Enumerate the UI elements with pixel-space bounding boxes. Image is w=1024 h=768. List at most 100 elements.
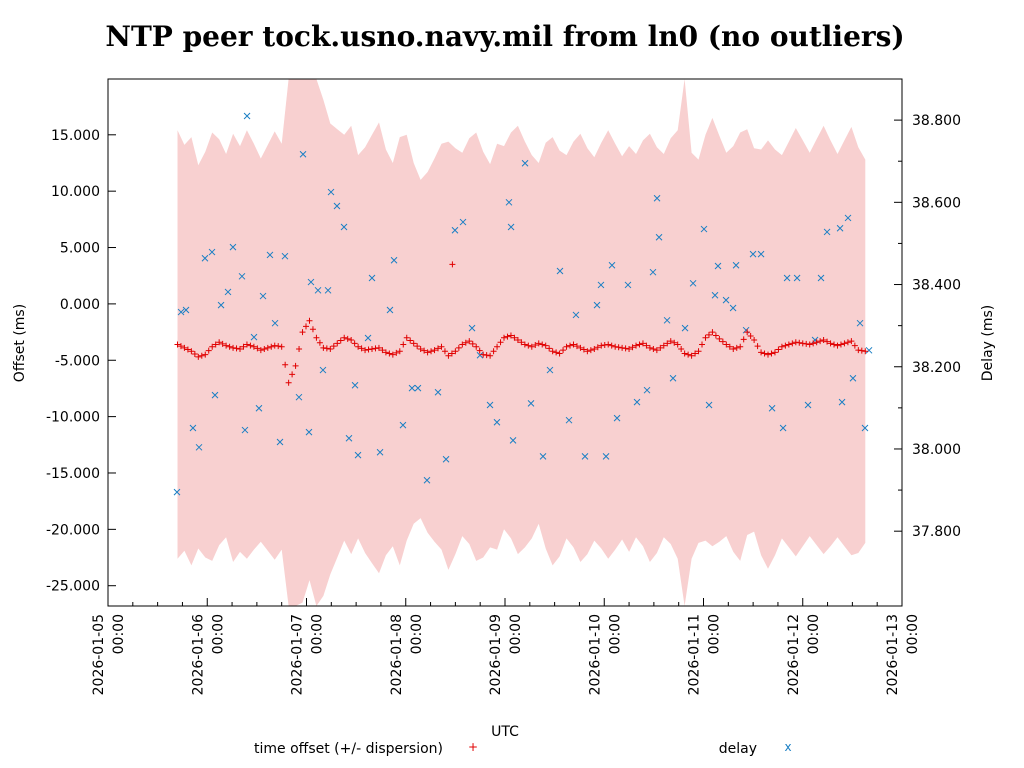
offset-point <box>549 348 556 355</box>
offset-point <box>435 345 442 352</box>
delay-point <box>399 421 407 429</box>
delay-point <box>681 324 689 332</box>
offset-point <box>799 340 806 347</box>
delay-point <box>250 333 258 341</box>
offset-point <box>285 379 292 386</box>
offset-point <box>553 349 560 356</box>
offset-point <box>226 343 233 350</box>
offset-point <box>806 341 813 348</box>
delay-point <box>459 218 467 226</box>
delay-point <box>327 188 335 196</box>
delay-point <box>856 319 864 327</box>
delay-point <box>597 281 605 289</box>
y-tick-label: 10.000 <box>51 184 100 200</box>
offset-point <box>730 345 737 352</box>
offset-point <box>612 343 619 350</box>
delay-point <box>368 274 376 282</box>
delay-point <box>722 296 730 304</box>
delay-point <box>593 301 601 309</box>
delay-point <box>669 374 677 382</box>
offset-point <box>685 351 692 358</box>
offset-point <box>323 345 330 352</box>
offset-point <box>765 351 772 358</box>
offset-point <box>212 341 219 348</box>
delay-point <box>613 414 621 422</box>
delay-point <box>546 366 554 374</box>
offset-point <box>796 339 803 346</box>
x-tick-label-time: 00:00 <box>310 614 326 654</box>
offset-point <box>837 341 844 348</box>
offset-point <box>705 331 712 338</box>
delay-point <box>390 256 398 264</box>
offset-point <box>278 343 285 350</box>
delay-point <box>266 251 274 259</box>
offset-point <box>466 338 473 345</box>
offset-point <box>511 334 518 341</box>
delay-point <box>608 261 616 269</box>
offset-point <box>629 344 636 351</box>
offset-point <box>476 347 483 354</box>
delay-point <box>295 393 303 401</box>
offset-point <box>275 343 282 350</box>
offset-point <box>539 341 546 348</box>
offset-point <box>382 349 389 356</box>
legend-delay-marker: x <box>784 740 791 754</box>
offset-point <box>424 349 431 356</box>
delay-point <box>581 453 589 460</box>
legend: time offset (+/- dispersion) + delay x <box>254 740 792 757</box>
offset-point <box>702 334 709 341</box>
x-tick-label-time: 00:00 <box>707 614 723 654</box>
y-tick-label: -25.000 <box>46 579 100 595</box>
offset-point <box>504 333 511 340</box>
delay-point <box>442 455 450 463</box>
delay-point <box>779 424 787 432</box>
offset-point <box>261 345 268 352</box>
offset-point <box>223 342 230 349</box>
offset-point <box>358 345 365 352</box>
delay-point <box>849 374 857 382</box>
delay-point <box>493 418 501 426</box>
offset-point <box>532 342 539 349</box>
delay-point <box>861 424 869 432</box>
delay-point <box>804 401 812 409</box>
offset-point <box>824 338 831 345</box>
offset-point <box>407 337 414 344</box>
delay-point <box>229 243 237 251</box>
offset-point <box>737 343 744 350</box>
offset-point <box>664 340 671 347</box>
offset-point <box>237 345 244 352</box>
delay-point <box>505 198 513 206</box>
offset-point <box>855 347 862 354</box>
offset-point <box>723 341 730 348</box>
offset-point <box>438 343 445 350</box>
delay-point <box>817 274 825 282</box>
offset-point <box>473 343 480 350</box>
offset-point <box>591 345 598 352</box>
delay-point <box>689 279 697 287</box>
offset-point <box>716 335 723 342</box>
legend-offset-label: time offset (+/- dispersion) <box>254 741 443 757</box>
delay-point <box>643 386 651 394</box>
y-tick-label: -10.000 <box>46 410 100 426</box>
x-tick-label-time: 00:00 <box>508 614 524 654</box>
delay-point <box>319 366 327 374</box>
offset-point <box>320 344 327 351</box>
x-tick-label-date: 2026-01-07 <box>290 614 306 695</box>
offset-series <box>174 261 869 386</box>
x-tick-label-date: 2026-01-08 <box>389 614 405 695</box>
offset-point <box>633 342 640 349</box>
offset-point <box>386 350 393 357</box>
offset-point <box>247 342 254 349</box>
offset-point <box>369 345 376 352</box>
delay-point <box>307 278 315 286</box>
offset-point <box>198 352 205 359</box>
delay-point <box>732 261 740 269</box>
chart-title: NTP peer tock.usno.navy.mil from ln0 (no… <box>105 20 904 53</box>
offset-point <box>219 340 226 347</box>
offset-point <box>177 343 184 350</box>
offset-point <box>792 339 799 346</box>
offset-point <box>535 340 542 347</box>
delay-point <box>177 308 185 316</box>
delay-point <box>865 346 873 354</box>
y2-tick-label: 38.600 <box>912 195 961 211</box>
